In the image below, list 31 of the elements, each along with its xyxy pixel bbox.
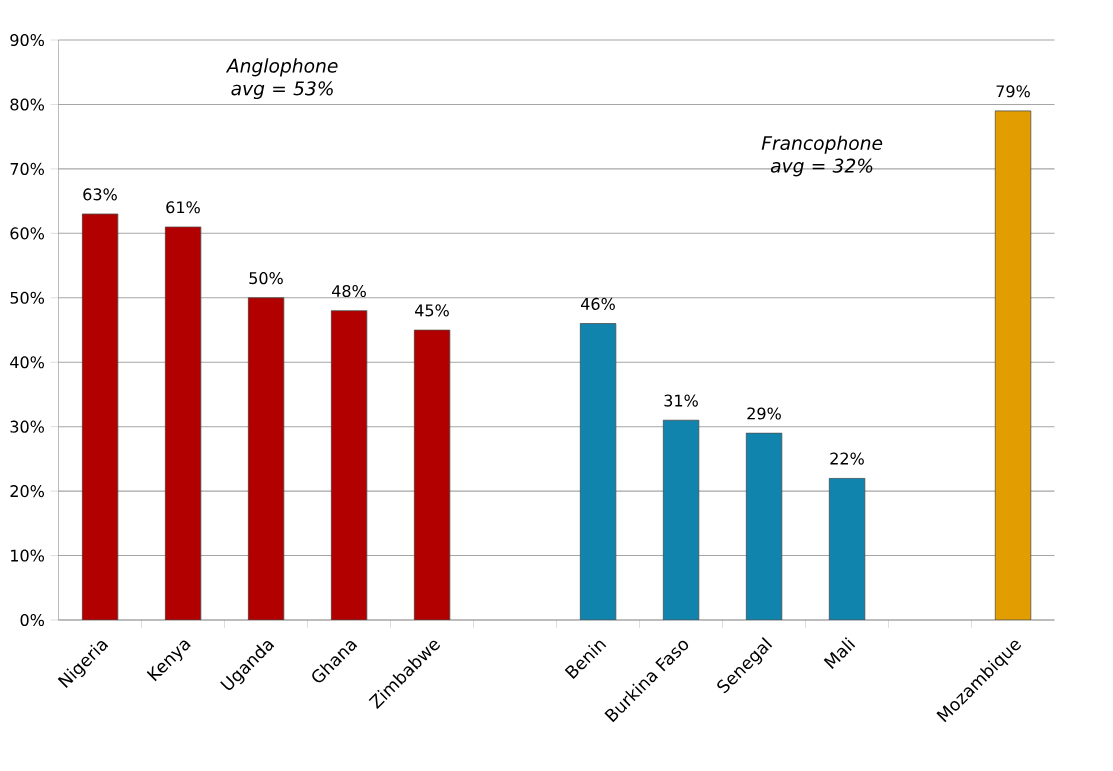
y-tick-label: 20% (10, 485, 45, 498)
data-label: 22% (830, 452, 864, 465)
y-tick-label: 80% (10, 98, 45, 111)
bar (745, 432, 783, 620)
bar (662, 419, 700, 620)
data-label: 50% (249, 272, 283, 285)
bar (164, 226, 202, 620)
annotation: Francophone avg = 32% (761, 135, 883, 177)
y-tick-label: 60% (10, 227, 45, 240)
bar (994, 110, 1032, 620)
y-tick-label: 30% (10, 420, 45, 433)
data-label: 46% (581, 297, 615, 310)
data-label: 63% (83, 188, 117, 201)
data-label: 61% (166, 201, 200, 214)
annotation: Anglophone avg = 53% (225, 58, 338, 100)
y-tick-label: 40% (10, 356, 45, 369)
y-tick-label: 90% (10, 33, 45, 47)
y-tick-label: 0% (20, 613, 45, 627)
y-tick-label: 10% (11, 549, 45, 562)
data-label: 79% (996, 85, 1030, 98)
bar (828, 477, 866, 620)
data-label: 29% (747, 407, 781, 420)
bar (579, 323, 617, 620)
bar (81, 213, 119, 620)
bar (247, 297, 285, 620)
bar (413, 329, 451, 620)
data-label: 45% (415, 304, 449, 317)
data-label: 31% (664, 394, 698, 407)
data-label: 48% (332, 284, 366, 298)
y-tick-label: 50% (10, 291, 45, 304)
y-tick-label: 70% (10, 162, 45, 175)
